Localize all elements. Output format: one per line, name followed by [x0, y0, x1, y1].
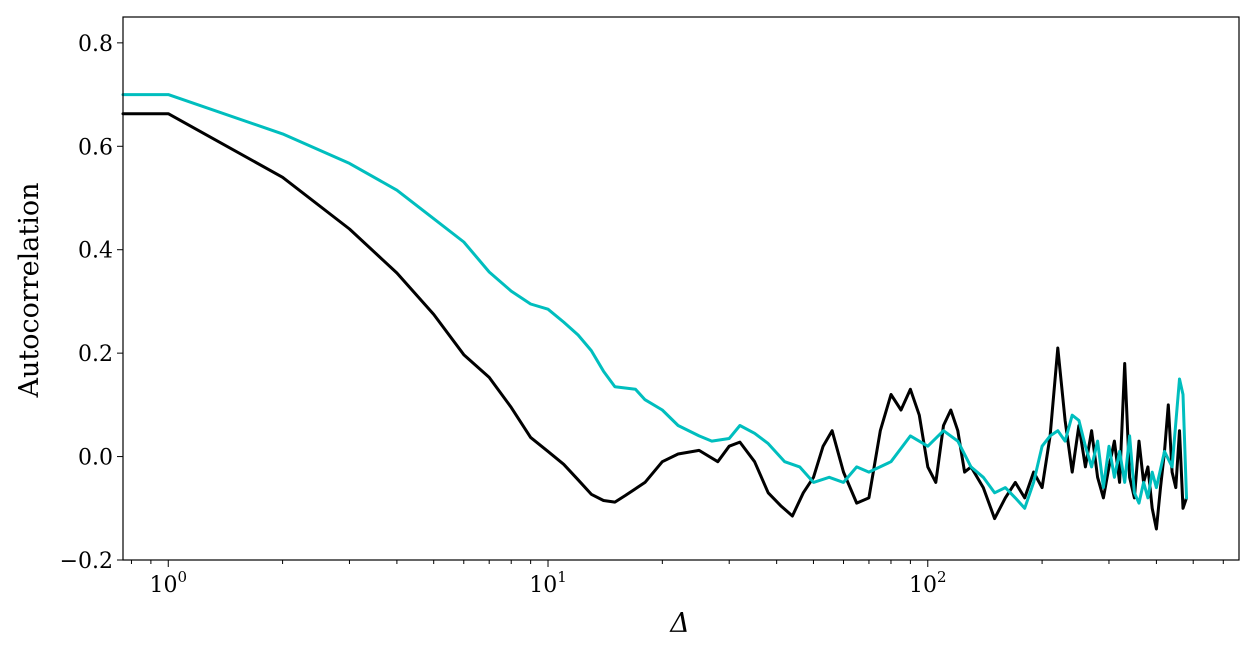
- x-axis-label: Δ: [669, 608, 690, 639]
- x-axis-ticks: 100 101 102: [130, 560, 1224, 598]
- series-line-1: [121, 112, 1188, 531]
- series-layer: [121, 93, 1188, 531]
- y-tick-label: 0.4: [78, 239, 113, 264]
- y-tick-label: 0.6: [78, 135, 113, 160]
- x-tick-label: 100: [149, 568, 187, 598]
- y-tick-label: 0.8: [78, 32, 113, 57]
- y-tick-label: 0.0: [78, 446, 113, 471]
- plot-area-frame: [122, 16, 1240, 561]
- series-line-2: [121, 93, 1188, 510]
- x-tick-label: 102: [909, 568, 947, 598]
- x-tick-label: 101: [529, 568, 567, 598]
- y-axis-label: Autocorrelation: [14, 182, 45, 398]
- y-tick-label: 0.2: [78, 342, 113, 367]
- y-tick-label: −0.2: [60, 549, 113, 574]
- y-axis-ticks: −0.2 0.0 0.2 0.4 0.6 0.8: [60, 32, 123, 574]
